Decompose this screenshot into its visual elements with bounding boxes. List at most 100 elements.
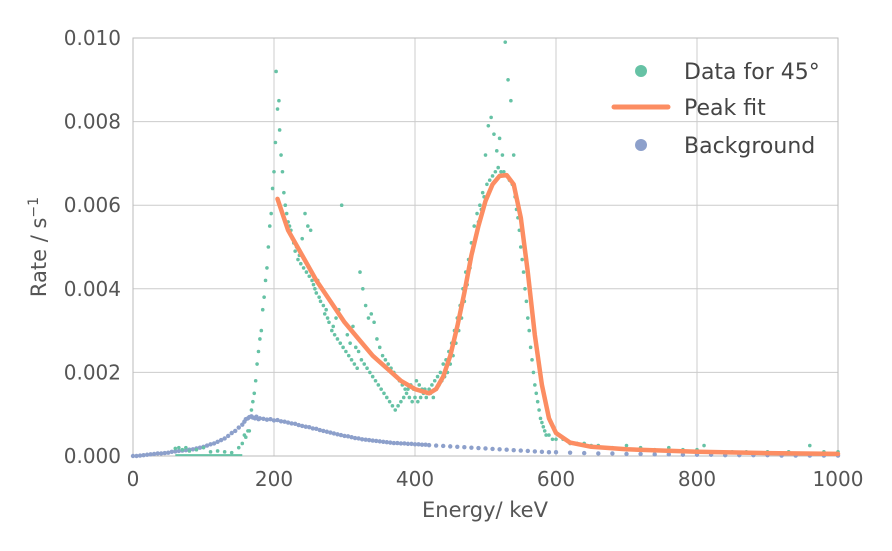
data-point bbox=[406, 387, 410, 391]
y-axis-label: Rate / s−1 bbox=[26, 197, 51, 297]
background-point bbox=[155, 451, 160, 456]
legend-label-background: Background bbox=[684, 134, 815, 159]
data-point bbox=[494, 149, 499, 153]
x-tick-label: 600 bbox=[537, 467, 575, 491]
background-point bbox=[638, 451, 643, 457]
legend-marker-data bbox=[635, 65, 647, 77]
background-point bbox=[384, 440, 389, 445]
legend-label-fit: Peak fit bbox=[684, 96, 766, 121]
data-point bbox=[339, 203, 344, 207]
data-point bbox=[435, 374, 440, 379]
data-point bbox=[438, 370, 443, 375]
data-point bbox=[255, 362, 259, 366]
background-point bbox=[162, 450, 167, 456]
background-point bbox=[455, 444, 460, 450]
data-point bbox=[533, 383, 537, 387]
background-point bbox=[370, 438, 375, 443]
background-point bbox=[363, 437, 368, 442]
background-point bbox=[448, 444, 453, 449]
data-point bbox=[538, 416, 543, 421]
data-point bbox=[377, 345, 382, 350]
data-point bbox=[427, 387, 431, 391]
data-point bbox=[372, 320, 376, 325]
background-point bbox=[310, 426, 315, 431]
background-point bbox=[292, 421, 298, 427]
background-point bbox=[349, 434, 354, 440]
data-point bbox=[332, 332, 337, 337]
background-point bbox=[300, 423, 305, 429]
data-point bbox=[375, 337, 379, 341]
background-point bbox=[476, 445, 481, 451]
data-point bbox=[353, 345, 358, 350]
background-point bbox=[204, 443, 210, 448]
data-point bbox=[303, 211, 307, 216]
background-point bbox=[134, 453, 139, 459]
data-point bbox=[441, 362, 446, 366]
y-tick-label: 0.008 bbox=[64, 110, 121, 134]
data-point bbox=[521, 270, 526, 274]
background-point bbox=[553, 450, 559, 455]
data-point bbox=[404, 391, 409, 396]
data-point bbox=[702, 443, 706, 448]
data-point bbox=[283, 203, 288, 207]
data-point bbox=[424, 395, 429, 400]
y-tick-label: 0.004 bbox=[64, 277, 121, 301]
background-point bbox=[441, 443, 446, 449]
data-point bbox=[369, 312, 374, 316]
x-tick-label: 800 bbox=[678, 467, 716, 491]
data-point bbox=[356, 349, 361, 354]
data-point bbox=[335, 337, 340, 341]
y-tick-labels: 0.000 0.002 0.004 0.006 0.008 0.010 bbox=[64, 26, 121, 468]
peak-fit-line bbox=[275, 172, 841, 457]
background-point bbox=[173, 449, 178, 454]
background-point bbox=[264, 417, 270, 422]
data-point bbox=[407, 395, 412, 400]
data-point bbox=[540, 420, 544, 425]
background-point bbox=[419, 442, 425, 447]
data-point bbox=[365, 366, 369, 371]
data-point bbox=[266, 245, 271, 249]
data-point bbox=[527, 328, 532, 333]
x-tick-label: 200 bbox=[255, 467, 293, 491]
data-point bbox=[260, 307, 265, 312]
data-point bbox=[280, 169, 285, 174]
legend-label-data: Data for 45° bbox=[684, 60, 820, 85]
series-peak-fit bbox=[275, 172, 841, 457]
data-point bbox=[496, 165, 500, 170]
data-point bbox=[351, 324, 355, 329]
plot-frame bbox=[132, 37, 839, 457]
data-point bbox=[322, 312, 327, 316]
background-point bbox=[469, 445, 474, 450]
background-point bbox=[412, 442, 418, 447]
data-point bbox=[430, 383, 434, 387]
data-point bbox=[523, 287, 527, 291]
background-point bbox=[218, 437, 224, 443]
data-point bbox=[414, 378, 419, 383]
background-point bbox=[395, 440, 400, 446]
data-point bbox=[229, 450, 234, 455]
data-point bbox=[416, 399, 420, 404]
data-point bbox=[304, 270, 309, 274]
data-point bbox=[431, 395, 436, 400]
background-point bbox=[314, 426, 319, 432]
data-point bbox=[385, 395, 389, 400]
background-point bbox=[423, 442, 428, 447]
background-point bbox=[271, 418, 277, 423]
data-point bbox=[490, 174, 495, 178]
data-point bbox=[344, 349, 348, 354]
background-point bbox=[462, 445, 467, 450]
data-point bbox=[269, 211, 273, 216]
data-point bbox=[263, 278, 268, 283]
background-point bbox=[176, 448, 182, 454]
background-point bbox=[144, 452, 150, 457]
background-point bbox=[525, 448, 530, 454]
data-point bbox=[349, 358, 354, 362]
data-point bbox=[346, 353, 351, 358]
background-point bbox=[518, 448, 523, 453]
legend: Data for 45° Peak fit Background bbox=[611, 60, 820, 159]
data-point bbox=[403, 387, 407, 391]
data-point bbox=[492, 132, 496, 136]
data-point bbox=[274, 69, 278, 74]
background-point bbox=[190, 447, 196, 452]
